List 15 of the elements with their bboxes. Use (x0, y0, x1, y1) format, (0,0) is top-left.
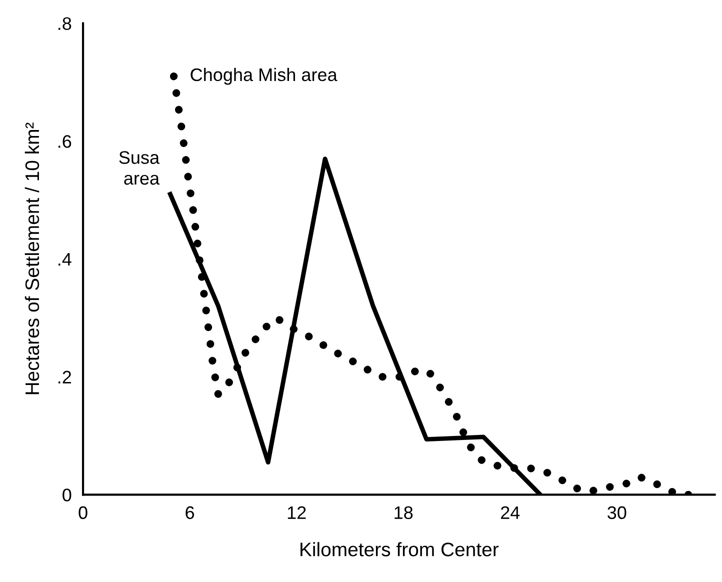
y-tick-label: .2 (58, 370, 72, 384)
x-tick-label: 12 (288, 506, 306, 519)
y-tick-label: .6 (58, 135, 72, 148)
x-tick-label: 18 (394, 506, 413, 520)
x-tick-label: 24 (500, 506, 520, 519)
x-tick-label: 0 (78, 506, 88, 520)
y-tick-label: .8 (58, 17, 72, 30)
y-tick-label: 0 (62, 488, 72, 502)
y-tick-label: .4 (58, 253, 72, 266)
x-tick-label: 30 (608, 506, 626, 520)
y-axis-title: Hectares of Settlement / 10 km² (24, 122, 40, 394)
x-axis-title: Kilometers from Center (300, 542, 499, 556)
series-label: Chogha Mish area (190, 68, 338, 85)
series-label: Susa area (119, 151, 160, 185)
x-tick-label: 6 (186, 506, 194, 520)
